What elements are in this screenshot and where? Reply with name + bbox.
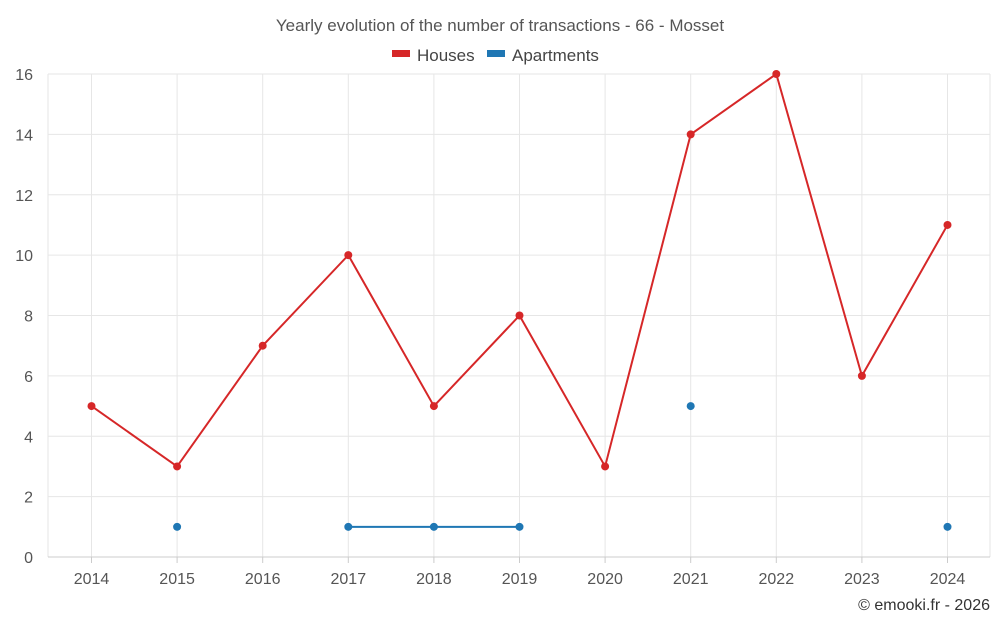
x-tick-label: 2024	[930, 571, 966, 588]
houses-point-2014[interactable]	[87, 402, 96, 411]
apartments-point-2015[interactable]	[173, 522, 182, 531]
houses-line-segment	[90, 405, 179, 468]
y-tick-label: 0	[24, 550, 33, 567]
x-tick-label: 2023	[844, 571, 880, 588]
series-houses	[87, 70, 952, 471]
houses-point-2018[interactable]	[429, 402, 438, 411]
houses-line-segment	[604, 133, 692, 468]
legend-swatch-houses	[392, 50, 410, 57]
y-tick-label: 12	[15, 188, 33, 205]
houses-line-segment	[518, 314, 607, 468]
y-tick-label: 14	[15, 127, 33, 144]
houses-point-2017[interactable]	[344, 251, 353, 260]
houses-point-2023[interactable]	[857, 371, 866, 380]
apartments-point-2019[interactable]	[515, 522, 524, 531]
series	[87, 70, 952, 531]
houses-point-2020[interactable]	[601, 462, 610, 471]
series-apartments	[173, 402, 952, 531]
y-tick-label: 6	[24, 369, 33, 386]
legend-label-houses[interactable]: Houses	[417, 46, 475, 65]
houses-line-segment	[176, 344, 264, 468]
houses-line-segment	[261, 254, 350, 347]
x-tick-label: 2014	[74, 571, 110, 588]
x-tick-label: 2021	[673, 571, 709, 588]
y-tick-label: 4	[24, 429, 33, 446]
houses-line-segment	[775, 73, 863, 377]
chart-title: Yearly evolution of the number of transa…	[276, 16, 724, 35]
x-tick-label: 2020	[587, 571, 623, 588]
houses-line-segment	[432, 314, 521, 408]
x-tick-label: 2015	[159, 571, 195, 588]
legend-swatch-apartments	[487, 50, 505, 57]
apartments-point-2018[interactable]	[429, 522, 438, 531]
houses-point-2022[interactable]	[772, 70, 781, 78]
houses-point-2021[interactable]	[686, 130, 695, 139]
x-tick-label: 2016	[245, 571, 281, 588]
x-tick-label: 2022	[759, 571, 795, 588]
x-tick-label: 2017	[331, 571, 367, 588]
y-tick-label: 16	[15, 67, 33, 84]
axes: 0 2 4 6 8 10 12 14 16 2014 2015 2016 2017 2018 2019 202…	[15, 67, 990, 588]
apartments-point-2021[interactable]	[686, 402, 695, 411]
apartments-point-2024[interactable]	[943, 522, 952, 531]
houses-point-2016[interactable]	[258, 341, 267, 350]
houses-point-2015[interactable]	[173, 462, 182, 471]
legend-label-apartments[interactable]: Apartments	[512, 46, 599, 65]
y-tick-label: 8	[24, 309, 33, 326]
apartments-point-2017[interactable]	[344, 522, 353, 531]
houses-line-segment	[347, 254, 435, 408]
y-tick-label: 2	[24, 490, 33, 507]
credit-text: © emooki.fr - 2026	[858, 597, 990, 614]
x-tick-label: 2019	[502, 571, 538, 588]
legend: Houses Apartments	[392, 46, 599, 65]
y-tick-label: 10	[15, 248, 33, 265]
houses-point-2024[interactable]	[943, 220, 952, 229]
houses-line-segment	[860, 223, 949, 377]
houses-line-segment	[689, 73, 778, 136]
x-tick-label: 2018	[416, 571, 452, 588]
houses-point-2019[interactable]	[515, 311, 524, 320]
